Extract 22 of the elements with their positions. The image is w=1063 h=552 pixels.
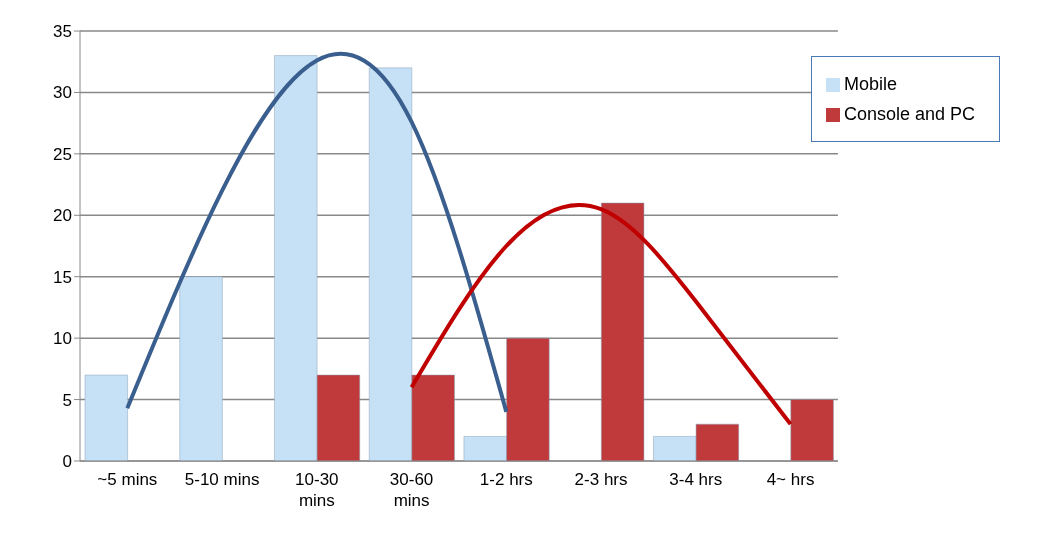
legend-label: Mobile bbox=[843, 74, 897, 94]
y-tick-label: 15 bbox=[53, 267, 72, 287]
x-tick-label: 2-3 hrs bbox=[574, 470, 628, 489]
bar bbox=[790, 399, 834, 461]
y-tick-label: 25 bbox=[53, 144, 72, 164]
bar bbox=[84, 374, 128, 461]
y-tick-label: 35 bbox=[53, 22, 72, 42]
x-tick-label: 10-30 mins bbox=[295, 470, 339, 510]
legend-label: Console and PC bbox=[843, 104, 975, 124]
x-tick-label: 1-2 hrs bbox=[479, 470, 533, 489]
x-tick-label: 30-60 mins bbox=[389, 470, 434, 510]
y-tick-label: 20 bbox=[53, 206, 72, 226]
x-tick-label: 4~ hrs bbox=[766, 470, 815, 489]
y-tick-label: 10 bbox=[53, 329, 72, 349]
bar bbox=[179, 276, 223, 461]
bar bbox=[601, 202, 645, 461]
x-tick-label: ~5 mins bbox=[97, 470, 158, 489]
y-tick-label: 30 bbox=[53, 83, 72, 103]
y-tick-label: 0 bbox=[62, 452, 72, 472]
x-tick-label: 3-4 hrs bbox=[669, 470, 723, 489]
x-tick-label: 5-10 mins bbox=[184, 470, 260, 489]
y-tick-label: 5 bbox=[62, 390, 72, 410]
